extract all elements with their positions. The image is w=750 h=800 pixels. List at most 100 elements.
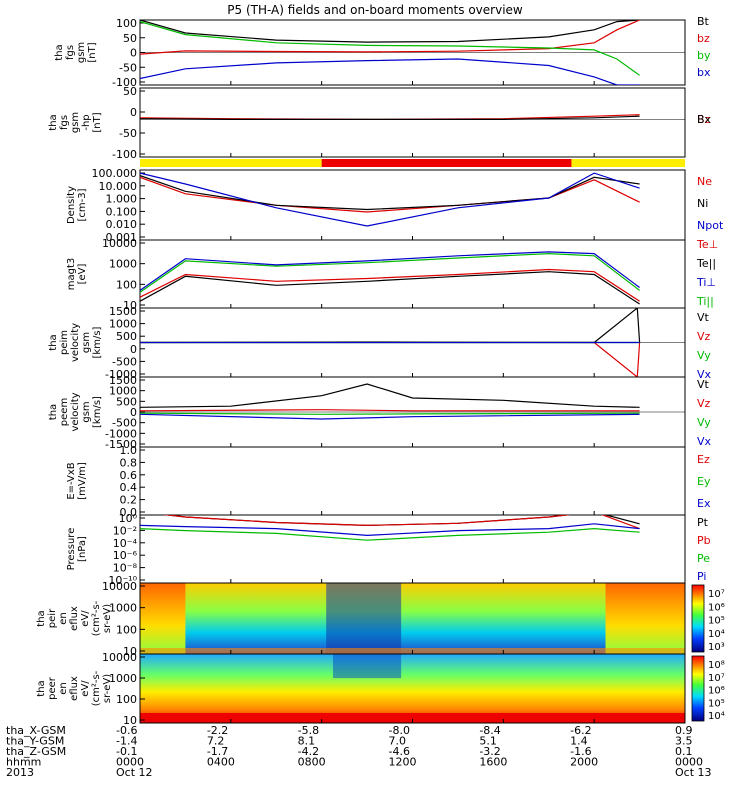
y-axis-label: tha peim velocity gsm [km/s]: [48, 323, 103, 362]
legend-entry: Bt: [697, 15, 710, 28]
y-tick-label: -1000: [105, 427, 137, 440]
y-axis-label-line: tha: [54, 44, 65, 60]
legend-entry: Ti⊥: [696, 276, 716, 289]
y-axis-label-line: velocity: [70, 392, 81, 431]
series-group: [140, 308, 641, 377]
bottom-axis-value: 0.9: [675, 724, 693, 737]
y-axis-label-line: fgs: [59, 115, 70, 130]
y-tick-label: 10⁻²: [113, 524, 137, 537]
legend-entry: bx: [697, 66, 711, 79]
colorbar-peir: 10⁷ 10⁶ 10⁵ 10⁴ 10³: [691, 584, 725, 653]
colorbar-gradient: [691, 584, 705, 653]
y-axis-label-line: [mV/m]: [77, 462, 88, 500]
panel-peir: 10⁷ 10⁶ 10⁵ 10⁴ 10³ 10000 1000 100 10 tha peir en ef…: [36, 580, 725, 658]
y-tick-label: -500: [112, 417, 137, 430]
bottom-row-label: tha_Z-GSM: [6, 745, 66, 758]
bottom-row-label: tha_X-GSM: [6, 724, 66, 737]
bottom-axis-value: 1600: [479, 756, 507, 769]
legend-peem: Vt Vz Vy Vx: [697, 378, 712, 448]
series-line-Te⊥: [140, 268, 640, 302]
colorbar-tick-label: 10⁴: [708, 629, 725, 640]
y-axis-label-line: peir: [47, 608, 58, 628]
y-axis-label: tha peer en eflux eV/(cm²-s-sr-eV): [36, 670, 113, 706]
y-tick-label: 100.000: [92, 167, 138, 180]
y-axis-label-line: peim: [59, 330, 70, 355]
legend-entry: by: [697, 49, 711, 62]
y-tick-label: 0: [130, 47, 137, 60]
series-group: [140, 20, 640, 85]
series-group: [140, 114, 640, 121]
series-group: [140, 172, 640, 227]
series-line-bz: [140, 20, 640, 55]
legend-entry: Te||: [696, 257, 716, 270]
panel-frame: [139, 169, 686, 241]
legend-entry: Ex: [697, 497, 711, 510]
y-tick-label: 1000: [109, 602, 137, 615]
series-line-Ni: [140, 175, 640, 211]
y-axis-label-line: Pressure: [66, 528, 77, 571]
y-axis-label-line: gsm: [76, 42, 87, 63]
y-tick-label: 0.001: [106, 231, 138, 244]
y-axis-label: tha fgs gsm [nT]: [54, 42, 98, 63]
legend-entry: Te⊥: [696, 238, 718, 251]
spectrogram-depletion: [333, 654, 402, 679]
bottom-axis-value: -8.0: [389, 724, 410, 737]
legend-entry: Ne: [697, 175, 712, 188]
mode-bar-slow-survey-end: [571, 159, 685, 167]
legend-entry: Bz: [697, 113, 711, 126]
legend-density: Ne Ni Npot: [697, 175, 724, 232]
bottom-axis-value: 0.1: [675, 745, 693, 758]
colorbar-tick-label: 10³: [708, 642, 725, 653]
bottom-axis-value: -5.8: [298, 724, 319, 737]
y-tick-label: 10⁻⁴: [113, 537, 138, 550]
y-axis-label-line: en: [58, 682, 69, 695]
bottom-row-label: 2013: [6, 766, 34, 779]
series-line-Vt: [140, 383, 640, 408]
bottom-axis-value: -3.2: [479, 745, 500, 758]
legend-entry: Npot: [697, 219, 724, 232]
y-axis-label-line: eflux: [69, 676, 80, 701]
y-axis-label-line: gsm: [81, 332, 92, 353]
bottom-axis-value: -6.2: [570, 724, 591, 737]
y-tick-label: 100: [116, 693, 137, 706]
bottom-axis-value: 7.0: [389, 735, 407, 748]
legend-temperature: Te⊥ Te|| Ti⊥ Ti||: [696, 238, 718, 308]
panel-temperature: 10000 1000 100 10 magt3 [eV] Te⊥ Te|| Ti⊥ Ti||: [66, 237, 718, 312]
panel-frame: [139, 446, 686, 516]
y-tick-label: 10: [123, 714, 137, 727]
series-line-Bt: [140, 20, 640, 43]
bottom-axis-value: 3.5: [675, 735, 693, 748]
legend-fgs: Bt bz by bx: [697, 15, 711, 79]
series-line-Vz: [140, 341, 641, 377]
y-axis-label-line: velocity: [70, 323, 81, 362]
y-tick-label: -500: [112, 355, 137, 368]
legend-entry: Pt: [697, 516, 709, 529]
y-tick-label: 10⁻¹⁰: [108, 574, 137, 587]
y-tick-label: 10.000: [99, 180, 138, 193]
y-tick-label: 500: [116, 395, 137, 408]
y-tick-label: 0.6: [120, 469, 138, 482]
y-axis-label: Pressure [nPa]: [66, 528, 88, 571]
y-tick-label: 1.000: [106, 193, 138, 206]
y-axis-label-line: gsm: [81, 401, 92, 422]
panel-efield: 1.00.80.60.40.20.0 E=-VxB [mV/m] Ez Ey Ex: [66, 444, 711, 519]
y-axis-label: Density [cm-3]: [66, 186, 88, 224]
legend-entry: Pi: [697, 570, 706, 583]
legend-entry: Pb: [697, 534, 711, 547]
y-axis-label-line: Density: [66, 186, 77, 224]
series-line-Vz: [140, 409, 640, 412]
series-line-Pi: [140, 523, 640, 537]
bottom-axis-value: 8.1: [298, 735, 316, 748]
series-line-Vy: [140, 412, 640, 415]
bottom-axis-value: -0.1: [116, 745, 137, 758]
series-line-bx: [140, 58, 640, 85]
bottom-axis-value: 0400: [207, 756, 235, 769]
y-axis-label: tha peem velocity gsm [km/s]: [48, 392, 103, 431]
